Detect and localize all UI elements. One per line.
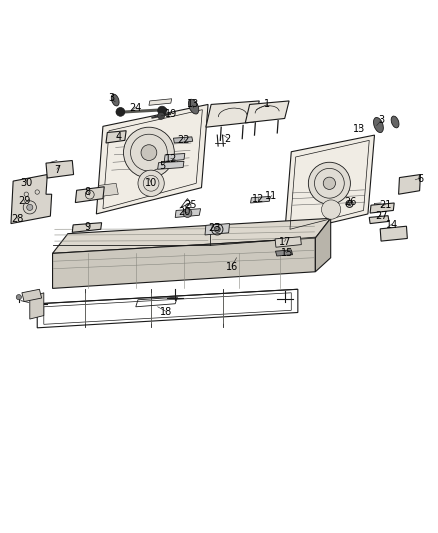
Text: 1: 1 [264, 100, 270, 109]
Polygon shape [370, 203, 394, 213]
Polygon shape [30, 293, 44, 319]
Polygon shape [251, 197, 270, 203]
Text: 25: 25 [184, 200, 197, 210]
Polygon shape [46, 160, 74, 178]
Circle shape [158, 112, 165, 119]
Text: 24: 24 [130, 103, 142, 113]
Circle shape [138, 170, 164, 197]
Polygon shape [245, 101, 289, 123]
Circle shape [124, 127, 174, 178]
Circle shape [116, 108, 125, 116]
Text: 13: 13 [353, 124, 365, 134]
Polygon shape [22, 289, 42, 302]
Text: 16: 16 [226, 262, 238, 271]
Text: 8: 8 [85, 187, 91, 197]
Circle shape [27, 204, 33, 211]
Text: 3: 3 [378, 115, 384, 125]
Text: 3: 3 [109, 93, 115, 103]
Text: 27: 27 [375, 211, 387, 221]
Circle shape [323, 177, 336, 189]
Text: 12: 12 [165, 154, 177, 164]
Text: 9: 9 [85, 222, 91, 232]
Text: 12: 12 [252, 193, 265, 204]
Polygon shape [96, 104, 208, 214]
Polygon shape [276, 250, 293, 256]
Ellipse shape [188, 99, 199, 114]
Text: 7: 7 [54, 165, 60, 175]
Circle shape [308, 162, 350, 204]
Polygon shape [205, 223, 230, 235]
Text: 4: 4 [115, 132, 121, 142]
Text: 14: 14 [386, 220, 398, 230]
Text: 29: 29 [18, 196, 30, 206]
Text: 11: 11 [265, 191, 278, 201]
Polygon shape [149, 99, 172, 106]
Text: 21: 21 [379, 200, 392, 210]
Circle shape [141, 145, 157, 160]
Text: 20: 20 [178, 207, 190, 217]
Polygon shape [315, 219, 331, 272]
Ellipse shape [374, 117, 383, 133]
Polygon shape [275, 237, 301, 247]
Text: 18: 18 [160, 308, 173, 318]
Text: 13: 13 [187, 100, 199, 109]
Polygon shape [75, 187, 104, 203]
Circle shape [348, 202, 351, 206]
Text: 23: 23 [208, 223, 221, 233]
Ellipse shape [111, 94, 119, 106]
Text: 2: 2 [225, 134, 231, 144]
Text: 6: 6 [417, 174, 424, 184]
Polygon shape [53, 219, 331, 253]
Polygon shape [72, 223, 102, 232]
Circle shape [16, 295, 21, 300]
Polygon shape [173, 137, 193, 143]
Text: 28: 28 [11, 214, 24, 224]
Polygon shape [206, 101, 259, 127]
Polygon shape [158, 161, 184, 169]
Polygon shape [53, 238, 315, 288]
Circle shape [321, 200, 341, 219]
Text: 22: 22 [178, 135, 190, 146]
Circle shape [214, 226, 220, 232]
Polygon shape [380, 226, 407, 241]
Polygon shape [11, 174, 52, 223]
Circle shape [183, 209, 192, 217]
Polygon shape [106, 131, 126, 143]
Polygon shape [175, 209, 201, 217]
Polygon shape [399, 174, 420, 194]
Text: 19: 19 [165, 109, 177, 119]
Text: 17: 17 [279, 237, 291, 247]
Text: 26: 26 [344, 197, 357, 207]
Text: 5: 5 [159, 161, 165, 171]
Text: 15: 15 [281, 248, 293, 259]
Ellipse shape [391, 116, 399, 128]
Polygon shape [369, 216, 389, 223]
Polygon shape [99, 183, 118, 197]
Polygon shape [164, 154, 185, 161]
Polygon shape [285, 135, 374, 233]
Text: 10: 10 [145, 178, 157, 188]
Text: 30: 30 [20, 178, 32, 188]
Circle shape [158, 106, 166, 115]
